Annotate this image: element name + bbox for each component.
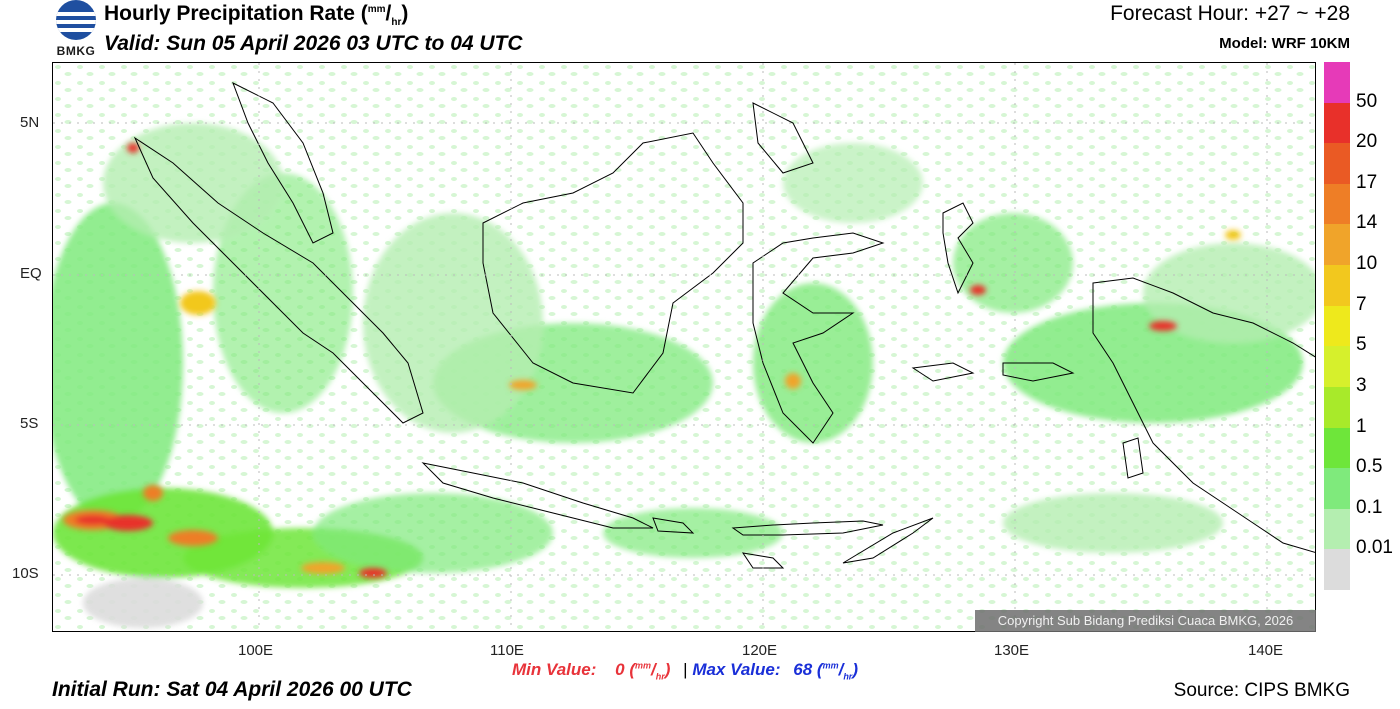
colorbar-segment <box>1324 224 1350 266</box>
title-unit-denominator: hr <box>391 17 402 29</box>
max-value: 68 <box>793 660 813 679</box>
colorbar-level-label: 10 <box>1356 253 1378 275</box>
lon-label-120e: 120E <box>742 642 778 659</box>
colorbar-segment <box>1324 62 1350 104</box>
title-close: ) <box>401 2 409 25</box>
colorbar-level-label: 0.01 <box>1356 537 1393 559</box>
max-unit: (mm/hr) <box>816 660 858 682</box>
bmkg-logo: BMKG <box>52 0 100 62</box>
coastlines <box>133 81 1315 569</box>
colorbar-segment <box>1324 305 1350 347</box>
max-unit-den: hr <box>843 671 853 682</box>
logo-emblem-icon <box>56 0 96 40</box>
initial-run: Initial Run: Sat 04 April 2026 00 UTC <box>52 678 412 701</box>
colorbar-segment <box>1324 346 1350 388</box>
model-label: Model: WRF 10KM <box>1219 35 1350 52</box>
colorbar-level-label: 7 <box>1356 293 1367 315</box>
lat-label-10s: 10S <box>12 565 39 582</box>
copyright-notice: Copyright Sub Bidang Prediksi Cuaca BMKG… <box>975 610 1316 632</box>
colorbar-level-label: 50 <box>1356 90 1378 112</box>
colorbar-level-label: 3 <box>1356 374 1367 396</box>
colorbar-level-label: 17 <box>1356 171 1378 193</box>
title-text: Hourly Precipitation Rate ( <box>104 2 368 25</box>
colorbar-segment <box>1324 143 1350 185</box>
precipitation-field <box>53 123 1315 628</box>
min-unit: (mm/hr) <box>629 660 671 682</box>
colorbar-segment <box>1324 265 1350 307</box>
colorbar-segment <box>1324 468 1350 510</box>
min-unit-num: mm <box>635 660 652 671</box>
min-max-values: Min Value: 0 (mm/hr) | Max Value: 68 (mm… <box>512 660 858 681</box>
colorbar-level-label: 20 <box>1356 131 1378 153</box>
colorbar-segment <box>1324 508 1350 550</box>
colorbar-level-label: 1 <box>1356 415 1367 437</box>
forecast-hour: Forecast Hour: +27 ~ +28 <box>1110 2 1350 25</box>
lat-label-5n: 5N <box>20 114 40 131</box>
heavy-rain-cells <box>63 143 1241 578</box>
valid-time: Valid: Sun 05 April 2026 03 UTC to 04 UT… <box>104 32 523 55</box>
lon-label-110e: 110E <box>490 642 524 659</box>
lat-label-5s: 5S <box>20 415 39 432</box>
min-label: Min Value: <box>512 660 597 679</box>
colorbar-level-label: 5 <box>1356 334 1367 356</box>
colorbar-segment <box>1324 183 1350 225</box>
chart-title: Hourly Precipitation Rate (mm/hr) <box>104 2 409 29</box>
lat-label-eq: EQ <box>20 265 42 282</box>
colorbar-segment <box>1324 386 1350 429</box>
min-value: 0 <box>615 660 625 679</box>
map-canvas <box>53 63 1315 631</box>
minmax-separator: | <box>683 660 688 679</box>
max-label: Max Value: <box>692 660 781 679</box>
colorbar-level-label: 14 <box>1356 212 1378 234</box>
logo-text: BMKG <box>56 44 96 58</box>
lon-label-100e: 100E <box>238 642 274 659</box>
colorbar-level-label: 0.1 <box>1356 496 1383 518</box>
max-unit-num: mm <box>822 660 839 671</box>
source-label: Source: CIPS BMKG <box>1173 680 1350 701</box>
colorbar-segment <box>1324 102 1350 144</box>
colorbar-segment <box>1324 427 1350 469</box>
lon-label-130e: 130E <box>994 642 1030 659</box>
colorbar-level-label: 0.5 <box>1356 456 1383 478</box>
graticule <box>53 63 1315 631</box>
colorbar <box>1324 62 1350 591</box>
lon-label-140e: 140E <box>1248 642 1284 659</box>
precipitation-map <box>52 62 1316 632</box>
min-unit-den: hr <box>655 671 665 682</box>
colorbar-segment <box>1324 549 1350 591</box>
title-unit-numerator: mm <box>367 4 386 15</box>
